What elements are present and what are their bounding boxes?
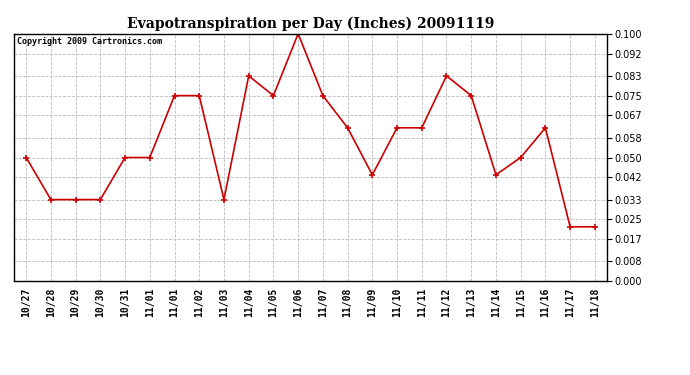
Text: Copyright 2009 Cartronics.com: Copyright 2009 Cartronics.com [17, 38, 161, 46]
Title: Evapotranspiration per Day (Inches) 20091119: Evapotranspiration per Day (Inches) 2009… [127, 17, 494, 31]
